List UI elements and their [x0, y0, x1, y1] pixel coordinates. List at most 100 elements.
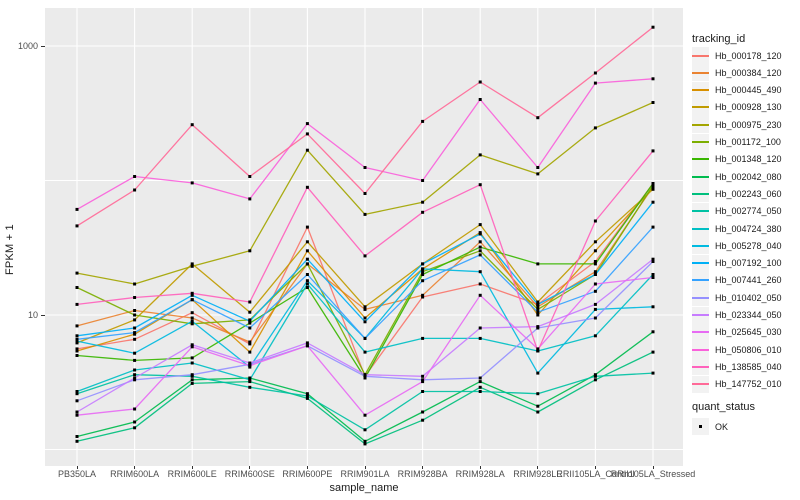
data-point [190, 378, 194, 382]
y-axis-title: FPKM + 1 [4, 224, 16, 275]
legend-item: Hb_138585_040 [692, 358, 782, 376]
data-point [75, 337, 79, 341]
data-point [248, 249, 252, 253]
plot-panel [45, 8, 683, 466]
data-point [305, 240, 309, 244]
legend-label: Hb_002774_050 [715, 206, 782, 217]
data-point [248, 175, 252, 178]
x-tick-mark [479, 466, 481, 469]
data-point [536, 325, 540, 329]
data-point [75, 302, 79, 306]
data-point [248, 197, 252, 201]
data-point [248, 361, 252, 365]
data-point [190, 311, 194, 315]
x-tick-label: RRIM901LA [340, 469, 390, 479]
data-point [593, 270, 597, 274]
data-point [305, 185, 309, 189]
data-point [651, 149, 655, 153]
line-swatch-icon [692, 141, 709, 143]
data-point [478, 270, 482, 274]
data-point [190, 319, 194, 323]
data-point [190, 181, 194, 185]
data-point [363, 307, 367, 311]
data-point [536, 262, 540, 266]
legend-item: Hb_002774_050 [692, 202, 782, 220]
data-point [75, 339, 79, 343]
line-swatch-icon [692, 331, 709, 334]
data-point [133, 282, 137, 286]
data-point [593, 334, 597, 338]
legend-title-tracking-id: tracking_id [692, 33, 746, 45]
data-point [75, 413, 79, 417]
data-point [478, 282, 482, 286]
line-swatch-icon [692, 158, 709, 161]
legend-label: Hb_000384_120 [715, 67, 782, 78]
data-point [536, 404, 540, 408]
color-swatch [692, 98, 709, 116]
x-tick-label: RRIM600PE [282, 469, 333, 479]
data-point [248, 342, 252, 346]
data-point [593, 71, 597, 75]
color-swatch [692, 150, 709, 168]
data-point [421, 374, 425, 378]
legend-item: Hb_000384_120 [692, 64, 782, 82]
data-point [190, 264, 194, 268]
x-tick-label: RRII105LA_Stressed [610, 469, 696, 479]
data-point [133, 188, 137, 192]
data-point [248, 385, 252, 389]
color-swatch [692, 271, 709, 289]
data-point [478, 385, 482, 389]
color-swatch [692, 220, 709, 237]
data-point [651, 77, 655, 81]
data-point [651, 225, 655, 229]
data-point [651, 183, 655, 187]
data-point [593, 240, 597, 244]
data-point [363, 192, 367, 195]
data-point [133, 358, 137, 362]
data-point [363, 413, 367, 417]
color-swatch [692, 254, 709, 272]
data-point [75, 399, 79, 403]
data-point [75, 347, 79, 351]
data-point [478, 293, 482, 297]
x-tick-mark [134, 466, 136, 469]
data-point [305, 132, 309, 136]
x-tick-label: RRIM928LA [455, 469, 505, 479]
data-point [478, 336, 482, 340]
data-point [536, 371, 540, 375]
color-swatch [692, 358, 709, 376]
data-point [133, 309, 137, 312]
data-point [651, 350, 655, 354]
data-point [133, 368, 137, 372]
x-tick-mark [422, 466, 424, 469]
data-point [536, 307, 540, 311]
x-tick-label: RRII105LA_Control [556, 469, 635, 479]
data-point [593, 289, 597, 293]
data-point [305, 262, 309, 266]
data-point [248, 350, 252, 354]
data-point [363, 442, 367, 446]
legend-label: Hb_001172_100 [715, 137, 781, 147]
data-point [133, 332, 137, 336]
data-point [478, 326, 482, 330]
line-swatch-icon [692, 314, 709, 316]
legend-label: Hb_050806_010 [715, 344, 782, 355]
legend-label: Hb_007192_100 [715, 258, 782, 269]
data-point [248, 310, 252, 314]
x-tick-mark [652, 466, 654, 469]
data-point [478, 253, 482, 257]
data-point [75, 435, 79, 438]
data-point [536, 410, 540, 414]
y-tick-mark [41, 315, 45, 316]
legend-item: Hb_004724_380 [692, 220, 782, 237]
data-point [478, 245, 482, 249]
legend-item: Hb_000975_230 [692, 116, 782, 134]
line-swatch-icon [692, 244, 709, 247]
data-point [478, 98, 482, 101]
data-point [421, 273, 425, 276]
point-swatch [692, 418, 709, 435]
data-point [133, 376, 137, 380]
y-tick-mark [41, 46, 45, 47]
data-point [305, 148, 309, 152]
x-tick-label: RRIM928LE [513, 469, 563, 479]
